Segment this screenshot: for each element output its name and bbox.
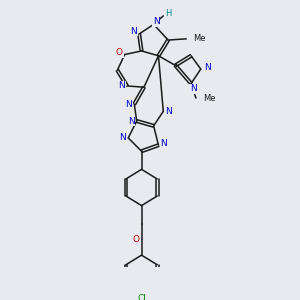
- Text: Me: Me: [194, 34, 206, 43]
- Text: N: N: [190, 84, 197, 93]
- Text: N: N: [204, 63, 211, 72]
- Text: N: N: [128, 116, 135, 125]
- Text: H: H: [165, 10, 171, 19]
- Text: N: N: [130, 27, 137, 36]
- Text: N: N: [153, 17, 159, 26]
- Text: N: N: [165, 107, 172, 116]
- Text: N: N: [126, 100, 132, 109]
- Text: Me: Me: [203, 94, 215, 103]
- Text: N: N: [118, 82, 125, 91]
- Text: O: O: [116, 48, 123, 57]
- Text: N: N: [120, 134, 126, 142]
- Text: O: O: [133, 235, 140, 244]
- Text: Cl: Cl: [137, 294, 146, 300]
- Text: N: N: [160, 139, 167, 148]
